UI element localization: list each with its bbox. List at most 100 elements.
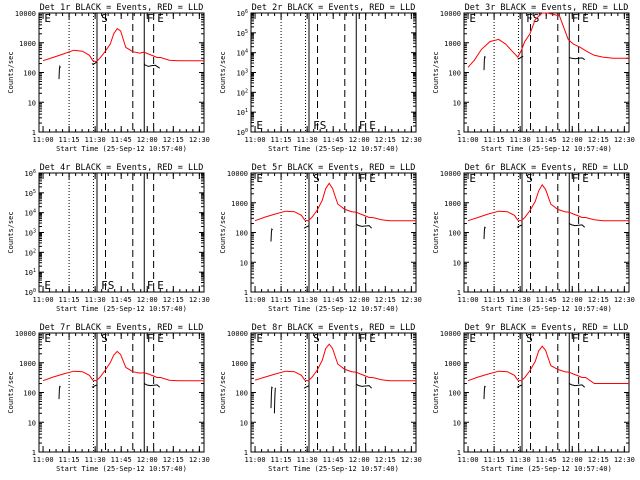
- lld-line: [467, 12, 629, 68]
- y-tick-label: 1000: [19, 360, 36, 368]
- panel-title: Det 3r BLACK = Events, RED = LLD: [465, 3, 629, 13]
- panel-det-1r: Det 1r BLACK = Events, RED = LLD 1 10 100 10…: [7, 3, 210, 153]
- x-tick-label: 11:45: [536, 136, 557, 144]
- y-tick-label: 1: [457, 129, 461, 137]
- phase-marker-3: E: [157, 332, 164, 345]
- events-line: [568, 223, 586, 228]
- x-tick-label: 12:15: [588, 296, 609, 304]
- y-tick-label: 10: [240, 259, 248, 267]
- x-tick-label: 11:45: [536, 296, 557, 304]
- x-tick-label: 12:30: [189, 296, 210, 304]
- y-tick-label: 1: [457, 289, 461, 297]
- x-tick-label: 12:00: [349, 136, 370, 144]
- y-tick-label: 106: [25, 169, 36, 178]
- phase-marker-0: E: [44, 332, 51, 345]
- phase-marker-0: E: [469, 12, 476, 25]
- lld-line: [467, 345, 629, 384]
- events-line: [270, 386, 273, 409]
- phase-marker-1: S: [101, 12, 108, 25]
- phase-marker-2: F: [359, 332, 366, 345]
- phase-marker-1: FS: [313, 119, 326, 132]
- y-tick-label: 10: [28, 99, 36, 107]
- x-tick-label: 12:00: [349, 296, 370, 304]
- x-tick-label: 12:30: [189, 136, 210, 144]
- phase-marker-0: E: [44, 12, 51, 25]
- x-axis-label: Start Time (25-Sep-12 10:57:40): [268, 465, 399, 473]
- lld-line: [42, 27, 204, 63]
- x-tick-label: 11:15: [271, 456, 292, 464]
- y-tick-label: 10000: [440, 10, 461, 18]
- x-tick-label: 11:30: [510, 456, 531, 464]
- events-line: [517, 55, 524, 60]
- phase-marker-0: E: [469, 172, 476, 185]
- lld-line: [254, 343, 416, 382]
- panel-det-6r: Det 6r BLACK = Events, RED = LLD 1 10 100 10…: [432, 163, 635, 313]
- events-line: [483, 55, 486, 71]
- plot-frame: [38, 172, 205, 293]
- x-tick-label: 11:15: [59, 136, 80, 144]
- events-line: [143, 383, 161, 388]
- y-tick-label: 101: [237, 108, 248, 117]
- panel-det-4r: Det 4r BLACK = Events, RED = LLD 100 101 10…: [7, 163, 210, 313]
- y-tick-label: 1000: [231, 200, 248, 208]
- x-tick-label: 11:15: [484, 296, 505, 304]
- events-line: [270, 228, 273, 242]
- events-line: [483, 385, 486, 400]
- x-tick-label: 11:15: [59, 296, 80, 304]
- y-tick-label: 100: [25, 288, 36, 297]
- plot-frame: [250, 12, 417, 133]
- y-tick-label: 100: [448, 230, 461, 238]
- x-tick-label: 11:30: [85, 136, 106, 144]
- phase-marker-1: S: [526, 332, 533, 345]
- panel-title: Det 8r BLACK = Events, RED = LLD: [252, 323, 416, 333]
- y-tick-label: 10000: [227, 330, 248, 338]
- x-tick-label: 12:15: [163, 456, 184, 464]
- x-tick-label: 11:15: [484, 136, 505, 144]
- y-tick-label: 105: [25, 189, 36, 198]
- x-tick-label: 11:30: [85, 456, 106, 464]
- x-tick-label: 12:15: [588, 136, 609, 144]
- x-tick-label: 12:30: [614, 136, 635, 144]
- y-tick-label: 10000: [440, 330, 461, 338]
- phase-marker-3: E: [582, 12, 589, 25]
- x-tick-label: 11:45: [323, 296, 344, 304]
- phase-marker-1: S: [101, 332, 108, 345]
- events-line: [516, 224, 523, 228]
- y-tick-label: 100: [23, 70, 36, 78]
- phase-marker-1: FS: [526, 12, 539, 25]
- x-tick-label: 11:30: [510, 136, 531, 144]
- x-tick-label: 12:30: [401, 296, 422, 304]
- x-tick-label: 12:00: [137, 296, 158, 304]
- phase-marker-1: S: [313, 332, 320, 345]
- y-tick-label: 10: [453, 99, 461, 107]
- events-line: [303, 385, 310, 389]
- panel-det-7r: Det 7r BLACK = Events, RED = LLD 1 10 100 10…: [7, 323, 210, 473]
- events-line: [483, 226, 486, 240]
- panel-det-8r: Det 8r BLACK = Events, RED = LLD 1 10 100 10…: [219, 323, 422, 473]
- x-tick-label: 12:00: [562, 136, 583, 144]
- phase-marker-1: S: [313, 172, 320, 185]
- y-tick-label: 10: [453, 419, 461, 427]
- x-axis-label: Start Time (25-Sep-12 10:57:40): [268, 305, 399, 313]
- x-tick-label: 12:15: [375, 136, 396, 144]
- phase-marker-3: E: [369, 119, 376, 132]
- y-tick-label: 1000: [19, 40, 36, 48]
- x-tick-label: 11:45: [536, 456, 557, 464]
- phase-marker-2: F: [147, 279, 154, 292]
- y-tick-label: 100: [235, 230, 248, 238]
- y-tick-label: 1: [32, 449, 36, 457]
- x-tick-label: 12:30: [614, 456, 635, 464]
- events-line: [143, 63, 160, 69]
- y-tick-label: 1000: [444, 40, 461, 48]
- x-tick-label: 11:15: [484, 456, 505, 464]
- y-tick-label: 104: [237, 49, 248, 58]
- x-tick-label: 11:00: [33, 456, 54, 464]
- phase-marker-2: F: [359, 119, 366, 132]
- x-tick-label: 11:00: [245, 296, 266, 304]
- events-line: [273, 387, 276, 414]
- y-tick-label: 1: [244, 449, 248, 457]
- y-tick-label: 100: [448, 390, 461, 398]
- x-tick-label: 12:15: [163, 296, 184, 304]
- x-tick-label: 11:00: [458, 136, 479, 144]
- phase-marker-2: F: [147, 332, 154, 345]
